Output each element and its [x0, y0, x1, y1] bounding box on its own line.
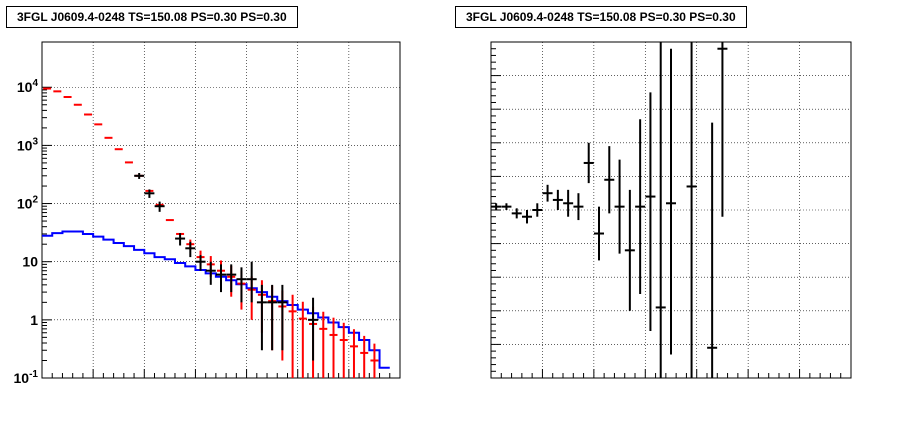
y-tick-label: 10	[22, 254, 38, 270]
right-plot-pad: 3FGL J0609.4-0248 TS=150.08 PS=0.30 PS=0…	[449, 0, 898, 421]
y-tick-label: 10-1	[14, 369, 39, 386]
right-plot-title: 3FGL J0609.4-0248 TS=150.08 PS=0.30 PS=0…	[455, 6, 747, 28]
y-tick-label: 1	[30, 312, 38, 328]
y-tick-label: 104	[17, 78, 39, 95]
counts-plot: 10-1 1 10 102 103 104	[14, 41, 401, 386]
y-tick-label: 102	[17, 195, 39, 212]
y-tick-label: 103	[17, 136, 39, 153]
plot-frame	[41, 41, 401, 379]
model-step-line	[42, 230, 390, 369]
left-plot-title: 3FGL J0609.4-0248 TS=150.08 PS=0.30 PS=0…	[6, 6, 298, 28]
residuals-plot	[490, 41, 852, 379]
left-plot-pad: 10-1 1 10 102 103 104 3FGL J0609.4-0248 TS=15…	[6, 6, 401, 386]
